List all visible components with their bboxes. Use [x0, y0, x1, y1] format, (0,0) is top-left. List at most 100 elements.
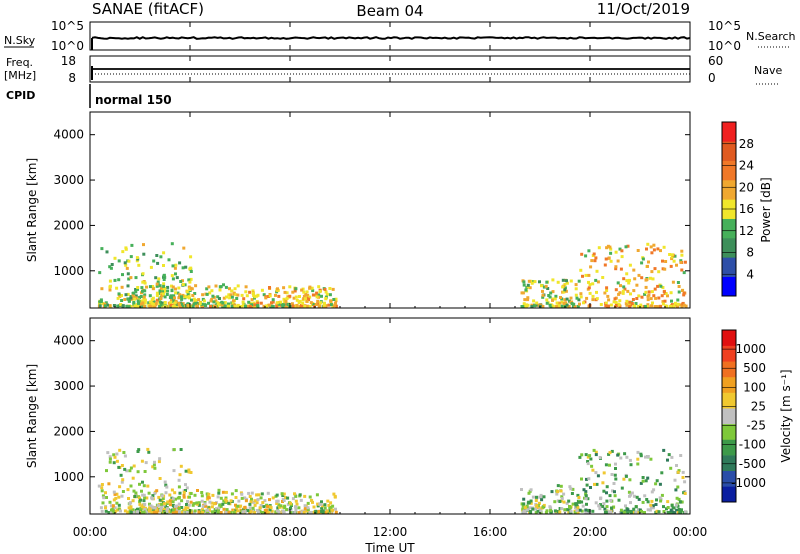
scatter-cell	[172, 294, 176, 298]
colorbar-tick-label: -1000	[731, 476, 766, 490]
scatter-cell	[569, 296, 573, 300]
scatter-cell	[120, 480, 124, 484]
scatter-cell	[639, 481, 643, 485]
scatter-cell	[526, 501, 530, 505]
scatter-cell	[579, 292, 583, 296]
scatter-cell	[674, 303, 678, 307]
scatter-cell	[529, 499, 533, 503]
scatter-cell	[108, 460, 112, 464]
scatter-cell	[201, 293, 205, 297]
scatter-cell	[677, 508, 681, 511]
scatter-cell	[308, 305, 312, 309]
scatter-cell	[579, 295, 583, 299]
scatter-cell	[148, 509, 151, 513]
scatter-cell	[299, 510, 303, 514]
scatter-cell	[152, 259, 156, 263]
scatter-cell	[680, 500, 684, 504]
scatter-cell	[148, 285, 152, 289]
power-panel: 1000 2000 3000 4000 Slant Range [km]	[25, 111, 691, 309]
scatter-cell	[628, 494, 631, 498]
scatter-cell	[675, 464, 678, 467]
colorbar-swatch	[722, 218, 736, 239]
scatter-cell	[679, 454, 683, 457]
scatter-cell	[121, 273, 124, 277]
scatter-cell	[261, 501, 265, 505]
scatter-cell	[216, 295, 220, 299]
scatter-cell	[556, 280, 560, 284]
scatter-cell	[334, 304, 338, 308]
scatter-cell	[531, 495, 535, 499]
scatter-cell	[569, 487, 573, 491]
scatter-cell	[228, 287, 231, 291]
scatter-cell	[267, 295, 271, 298]
scatter-cell	[596, 474, 600, 478]
scatter-cell	[559, 489, 563, 493]
scatter-cell	[306, 506, 310, 510]
scatter-cell	[136, 507, 139, 511]
scatter-cell	[173, 266, 177, 270]
scatter-cell	[670, 455, 674, 459]
time-tick-label: 00:00	[73, 525, 108, 539]
scatter-cell	[531, 507, 535, 511]
time-tick-label: 12:00	[373, 525, 408, 539]
scatter-cell	[294, 287, 298, 291]
colorbar-tick-label: 28	[739, 137, 754, 151]
scatter-cell	[555, 492, 559, 496]
scatter-cell	[248, 506, 252, 510]
scatter-cell	[302, 290, 306, 294]
scatter-cell	[545, 509, 549, 513]
scatter-cell	[315, 295, 319, 299]
scatter-cell	[655, 509, 659, 513]
scatter-cell	[176, 291, 180, 295]
scatter-cell	[142, 295, 146, 299]
colorbar-tick-label: 20	[739, 180, 754, 194]
scatter-cell	[221, 490, 225, 494]
scatter-cell	[625, 303, 629, 307]
scatter-cell	[143, 507, 147, 511]
scatter-cell	[108, 455, 112, 459]
scatter-cell	[165, 509, 169, 513]
scatter-cell	[670, 253, 674, 257]
scatter-cell	[624, 245, 628, 249]
scatter-cell	[189, 500, 193, 504]
scatter-cell	[269, 506, 273, 510]
scatter-cell	[634, 302, 638, 305]
scatter-cell	[141, 272, 145, 276]
scatter-cell	[660, 471, 664, 475]
scatter-cell	[576, 506, 580, 510]
scatter-cell	[197, 501, 201, 505]
scatter-cell	[106, 451, 110, 455]
scatter-cell	[643, 304, 647, 308]
scatter-cell	[175, 504, 179, 508]
scatter-cell	[177, 301, 181, 305]
scatter-cell	[654, 482, 658, 486]
scatter-cell	[275, 509, 279, 513]
scatter-cell	[561, 278, 565, 282]
scatter-cell	[664, 292, 668, 296]
scatter-cell	[633, 277, 637, 281]
scatter-cell	[234, 489, 238, 493]
colorbar-swatch	[722, 486, 736, 503]
scatter-cell	[244, 499, 248, 503]
scatter-cell	[135, 259, 139, 263]
scatter-cell	[591, 294, 595, 298]
scatter-cell	[165, 502, 169, 505]
scatter-cell	[148, 507, 152, 511]
scatter-cell	[170, 488, 174, 492]
scatter-cell	[107, 482, 111, 486]
scatter-cell	[194, 301, 198, 305]
scatter-cell	[571, 304, 575, 308]
scatter-cell	[584, 273, 588, 277]
scatter-cell	[162, 502, 166, 506]
scatter-cell	[207, 496, 211, 500]
scatter-cell	[184, 304, 188, 308]
scatter-cell	[586, 497, 590, 501]
scatter-cell	[225, 499, 229, 503]
scatter-cell	[584, 508, 588, 512]
scatter-cell	[255, 294, 259, 298]
scatter-cell	[256, 304, 260, 307]
scatter-cell	[334, 507, 337, 511]
scatter-cell	[626, 289, 630, 293]
scatter-cell	[140, 286, 144, 290]
scatter-cell	[104, 491, 107, 495]
